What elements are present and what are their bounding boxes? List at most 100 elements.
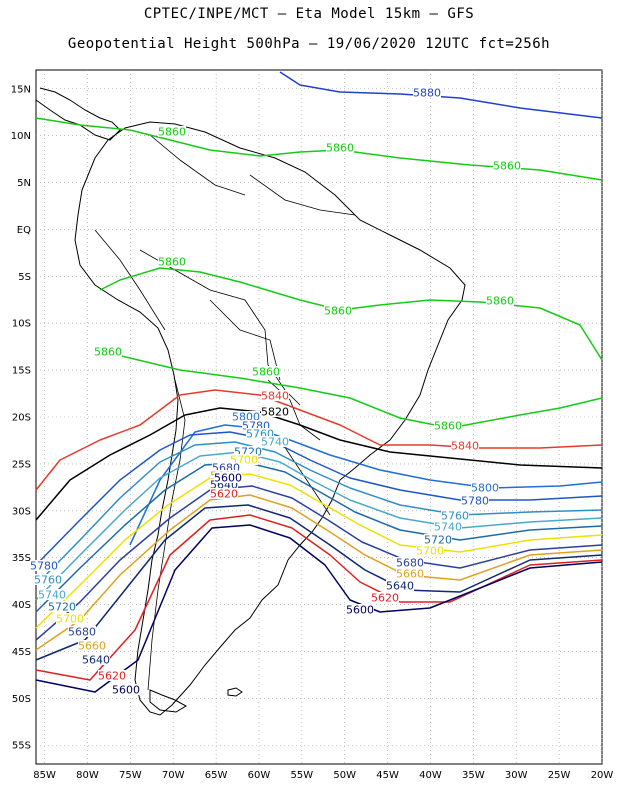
- lon-tick-label: 75W: [119, 770, 142, 781]
- contour-label-5680: 5680: [396, 557, 424, 570]
- contour-label-5860: 5860: [493, 160, 521, 173]
- contour-label-5660: 5660: [396, 568, 424, 581]
- contour-5620: [35, 514, 603, 681]
- contour-label-5860: 5860: [252, 366, 280, 379]
- contour-label-bg: [158, 126, 186, 137]
- contour-label-5620: 5620: [210, 488, 238, 501]
- contour-label-bg: [252, 366, 280, 377]
- contour-label-bg: [212, 462, 240, 473]
- contour-label-5740: 5740: [261, 436, 289, 449]
- contour-label-bg: [261, 390, 289, 401]
- map-title-line1: CPTEC/INPE/MCT – Eta Model 15km – GFS: [143, 6, 475, 22]
- lat-tick-label: 15S: [12, 366, 31, 377]
- lat-tick-label: 30S: [12, 506, 31, 517]
- lat-tick-label: 25S: [12, 459, 31, 470]
- contour-label-5860: 5860: [94, 346, 122, 359]
- lat-tick-label: 10N: [11, 131, 31, 142]
- contour-label-5640: 5640: [386, 580, 414, 593]
- border-bolivia: [209, 299, 281, 381]
- border-guianas: [249, 174, 356, 216]
- contour-label-5860: 5860: [324, 305, 352, 318]
- contour-label-5800: 5800: [471, 482, 499, 495]
- contour-label-5620: 5620: [98, 670, 126, 683]
- contour-label-5860: 5860: [326, 142, 354, 155]
- falkland-islands: [227, 687, 243, 697]
- contour-label-bg: [112, 684, 140, 695]
- contour-label-bg: [242, 420, 270, 431]
- contour-label-5720: 5720: [424, 534, 452, 547]
- contour-label-5760: 5760: [34, 574, 62, 587]
- latitude-axis: 15N 10N 5N EQ 5S 10S 15S 20S 25S 30S 35S 40S 45S 50S 5…: [11, 84, 31, 751]
- contour-label-bg: [424, 534, 452, 545]
- contour-label-bg: [68, 626, 96, 637]
- contour-label-bg: [158, 256, 186, 267]
- lon-tick-label: 60W: [248, 770, 271, 781]
- contour-label-5860: 5860: [486, 295, 514, 308]
- contour-label-5700: 5700: [56, 613, 84, 626]
- contour-label-5660: 5660: [78, 640, 106, 653]
- central-america-coastline: [35, 87, 121, 141]
- contour-label-bg: [434, 420, 462, 431]
- coastlines: [35, 87, 466, 716]
- lon-tick-label: 45W: [376, 770, 399, 781]
- lon-tick-label: 85W: [33, 770, 56, 781]
- contour-label-5860: 5860: [158, 256, 186, 269]
- contour-5800: [129, 424, 603, 546]
- lon-tick-label: 40W: [419, 770, 442, 781]
- contour-label-bg: [98, 670, 126, 681]
- contour-label-bg: [210, 488, 238, 499]
- contour-label-bg: [346, 604, 374, 615]
- contour-5600: [35, 524, 603, 693]
- contour-label-bg: [326, 142, 354, 153]
- contour-label-bg: [471, 482, 499, 493]
- contour-label-5760: 5760: [441, 510, 469, 523]
- lon-tick-label: 50W: [333, 770, 356, 781]
- contour-label-5840: 5840: [451, 440, 479, 453]
- border-brazil-west: [139, 249, 301, 406]
- contour-label-bg: [493, 160, 521, 171]
- contour-5660: [35, 494, 603, 651]
- contour-label-5620: 5620: [371, 592, 399, 605]
- lat-tick-label: 5S: [18, 272, 31, 283]
- contour-label-5700: 5700: [416, 545, 444, 558]
- lat-tick-label: 40S: [12, 600, 31, 611]
- lon-tick-label: 30W: [505, 770, 528, 781]
- contour-label-5740: 5740: [38, 589, 66, 602]
- contour-label-5600: 5600: [112, 684, 140, 697]
- contour-label-bg: [214, 472, 242, 483]
- lat-tick-label: 45S: [12, 647, 31, 658]
- contour-label-bg: [38, 589, 66, 600]
- contour-label-bg: [396, 568, 424, 579]
- contour-label-bg: [48, 601, 76, 612]
- contour-label-5600: 5600: [214, 472, 242, 485]
- tierra-del-fuego: [149, 689, 188, 713]
- lat-tick-label: 55S: [12, 741, 31, 752]
- lat-tick-label: 35S: [12, 553, 31, 564]
- contour-5700: [35, 473, 603, 629]
- contour-label-bg: [413, 87, 441, 98]
- longitude-axis: 85W 80W 75W 70W 65W 60W 55W 50W 45W 40W 35W 30W 25W 2…: [33, 770, 613, 781]
- contour-label-bg: [82, 654, 110, 665]
- south-america-coastline: [74, 121, 466, 716]
- lat-tick-label: 50S: [12, 694, 31, 705]
- contour-label-bg: [371, 592, 399, 603]
- contour-label-bg: [230, 454, 258, 465]
- lon-tick-label: 20W: [591, 770, 614, 781]
- contour-label-bg: [434, 521, 462, 532]
- lon-tick-label: 80W: [76, 770, 99, 781]
- contour-label-5860: 5860: [158, 126, 186, 139]
- contour-5680: [35, 485, 603, 641]
- contour-label-5640: 5640: [82, 654, 110, 667]
- contour-label-bg: [486, 295, 514, 306]
- contour-label-bg: [56, 613, 84, 624]
- contour-5720: [35, 461, 603, 613]
- border-argentina-uruguay: [279, 439, 331, 516]
- lat-tick-label: 15N: [11, 84, 31, 95]
- map-title-line2: Geopotential Height 500hPa – 19/06/2020 …: [67, 36, 551, 52]
- contour-label-bg: [261, 406, 289, 417]
- contour-label-5860: 5860: [434, 420, 462, 433]
- contour-label-bg: [30, 560, 58, 571]
- contour-label-bg: [386, 580, 414, 591]
- contour-5640: [35, 504, 603, 661]
- contour-label-bg: [261, 436, 289, 447]
